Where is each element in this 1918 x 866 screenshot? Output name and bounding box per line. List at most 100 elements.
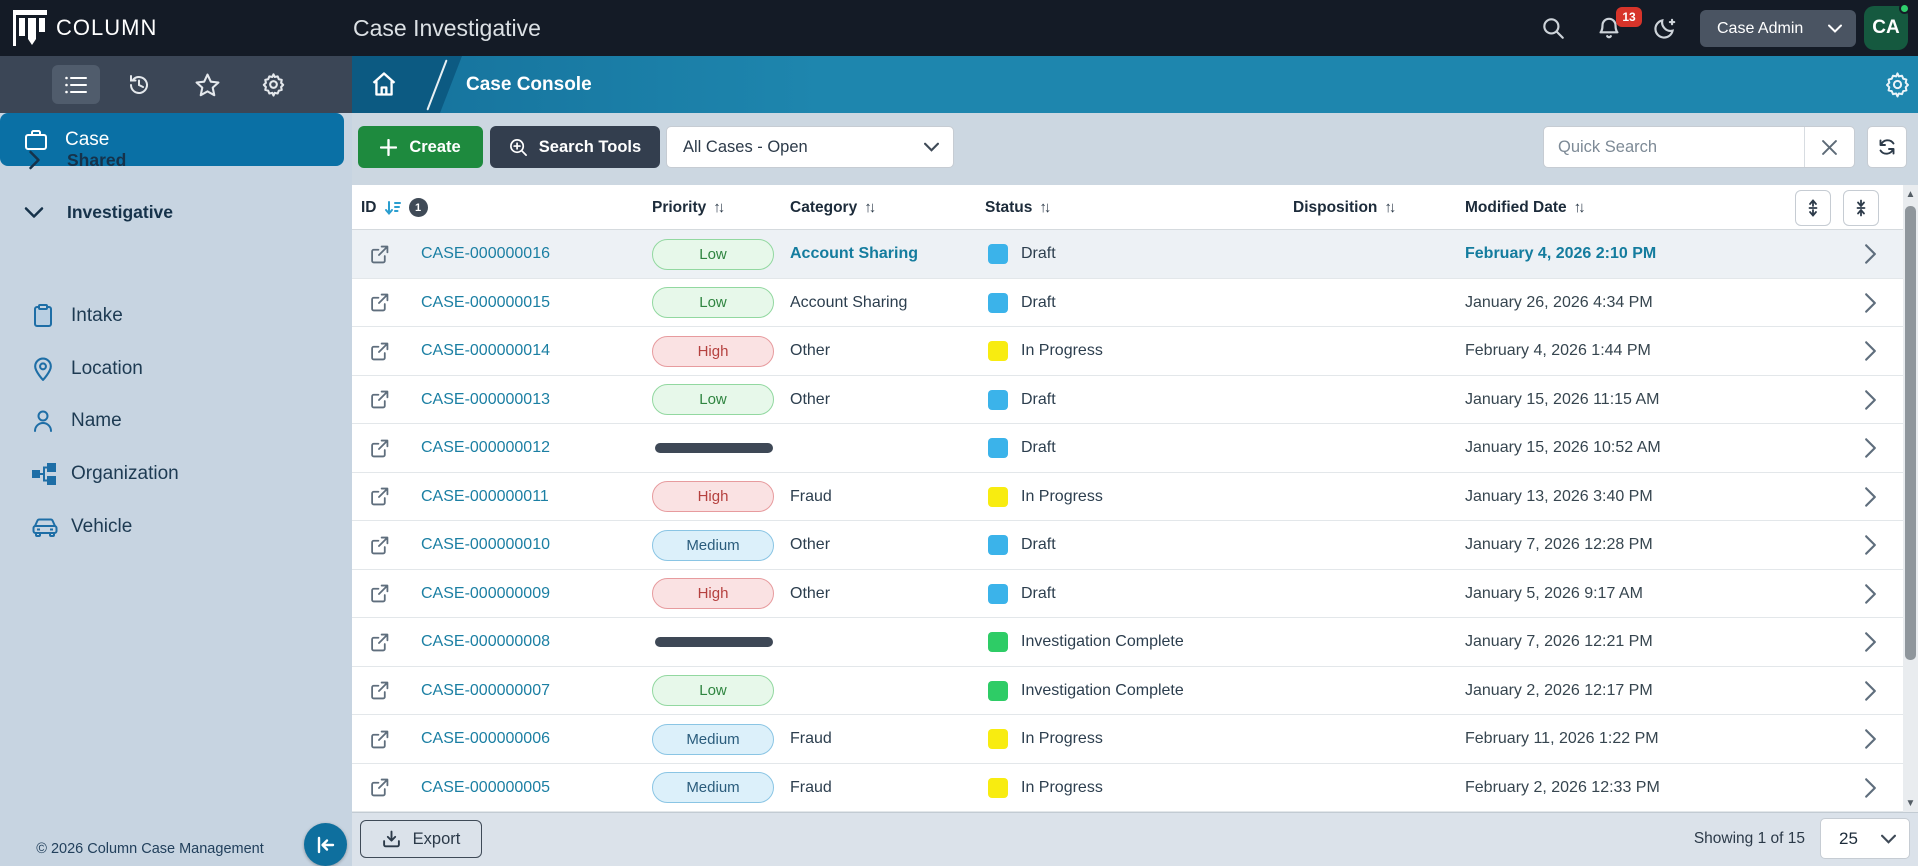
row-chevron-right[interactable] <box>1864 715 1877 764</box>
favorites-star-icon[interactable] <box>187 56 227 113</box>
case-id-link[interactable]: CASE-000000006 <box>421 730 550 748</box>
case-id-link[interactable]: CASE-000000009 <box>421 584 550 602</box>
view-filter-select[interactable]: All Cases - Open <box>666 126 954 168</box>
case-id-link[interactable]: CASE-000000007 <box>421 681 550 699</box>
row-chevron-right[interactable] <box>1864 327 1877 376</box>
case-id-link[interactable]: CASE-000000014 <box>421 342 550 360</box>
open-record-button[interactable] <box>370 279 389 328</box>
table-row[interactable]: CASE-000000011 High Fraud In Progress Ja… <box>352 472 1903 522</box>
row-chevron-right[interactable] <box>1864 424 1877 473</box>
case-id-link[interactable]: CASE-000000012 <box>421 439 550 457</box>
column-header-status[interactable]: Status ↑↓ <box>985 185 1051 230</box>
history-icon[interactable] <box>119 56 159 113</box>
scroll-up-button[interactable]: ▲ <box>1905 188 1916 200</box>
create-button[interactable]: Create <box>358 126 483 168</box>
open-record-button[interactable] <box>370 521 389 570</box>
brand-name: COLUMN <box>56 15 158 40</box>
scroll-down-button[interactable]: ▼ <box>1905 797 1916 809</box>
avatar[interactable]: CA <box>1864 6 1908 50</box>
status-cell: Draft <box>988 230 1056 279</box>
open-record-button[interactable] <box>370 715 389 764</box>
table-row[interactable]: CASE-000000009 High Other Draft January … <box>352 569 1903 619</box>
table-body: CASE-000000016 Low Account Sharing Draft… <box>352 230 1903 812</box>
close-icon <box>1822 139 1837 155</box>
open-record-button[interactable] <box>370 327 389 376</box>
sidebar-item-location[interactable]: Location <box>0 347 352 391</box>
table-row[interactable]: CASE-000000013 Low Other Draft January 1… <box>352 375 1903 425</box>
row-chevron-right[interactable] <box>1864 667 1877 716</box>
open-record-button[interactable] <box>370 376 389 425</box>
collapse-sidebar-button[interactable] <box>304 823 347 866</box>
priority-cell: Low <box>652 279 780 328</box>
table-row[interactable]: CASE-000000010 Medium Other Draft Januar… <box>352 521 1903 570</box>
chevron-right-icon <box>1865 244 1876 264</box>
table-row[interactable]: CASE-000000015 Low Account Sharing Draft… <box>352 278 1903 328</box>
open-record-button[interactable] <box>370 424 389 473</box>
open-record-button[interactable] <box>370 230 389 279</box>
priority-cell: Low <box>652 230 780 279</box>
case-id-link[interactable]: CASE-000000008 <box>421 633 550 651</box>
case-id-link[interactable]: CASE-000000010 <box>421 536 550 554</box>
case-id-link[interactable]: CASE-000000005 <box>421 778 550 796</box>
export-button[interactable]: Export <box>360 820 482 858</box>
table-row[interactable]: CASE-000000005 Medium Fraud In Progress … <box>352 763 1903 813</box>
clear-search-button[interactable] <box>1804 127 1854 167</box>
sidebar-item-case[interactable]: Case <box>0 113 344 166</box>
list-view-icon[interactable] <box>56 56 96 113</box>
row-chevron-right[interactable] <box>1864 521 1877 570</box>
refresh-button[interactable] <box>1867 126 1907 168</box>
table-row[interactable]: CASE-000000007 Low Investigation Complet… <box>352 666 1903 716</box>
table-row[interactable]: CASE-000000008 Investigation Complete Ja… <box>352 618 1903 667</box>
column-header-category[interactable]: Category ↑↓ <box>790 185 876 230</box>
column-label: Category <box>790 198 858 216</box>
sidebar-group-investigative[interactable]: Investigative <box>0 194 352 230</box>
case-id-link[interactable]: CASE-000000013 <box>421 390 550 408</box>
row-chevron-right[interactable] <box>1864 376 1877 425</box>
row-chevron-right[interactable] <box>1864 618 1877 667</box>
sidebar-item-name[interactable]: Name <box>0 399 352 443</box>
row-chevron-right[interactable] <box>1864 570 1877 619</box>
table-row[interactable]: CASE-000000016 Low Account Sharing Draft… <box>352 230 1903 279</box>
case-id-link[interactable]: CASE-000000015 <box>421 293 550 311</box>
sidebar-group-shared[interactable]: Shared <box>0 142 352 178</box>
scrollbar-thumb[interactable] <box>1905 206 1916 660</box>
search-tools-button[interactable]: Search Tools <box>490 126 660 168</box>
status-color-square <box>988 729 1008 750</box>
sidebar-item-vehicle[interactable]: Vehicle <box>0 505 352 549</box>
search-icon[interactable] <box>1540 15 1566 46</box>
user-menu-label: Case Admin <box>1717 19 1804 37</box>
page-size-select[interactable]: 25 <box>1820 818 1910 859</box>
notifications-bell-icon[interactable] <box>1596 15 1622 46</box>
expand-rows-button[interactable] <box>1795 190 1831 226</box>
table-row[interactable]: CASE-000000014 High Other In Progress Fe… <box>352 327 1903 376</box>
dark-mode-moon-icon[interactable] <box>1652 15 1678 46</box>
case-id-link[interactable]: CASE-000000016 <box>421 245 550 263</box>
open-record-button[interactable] <box>370 473 389 522</box>
console-settings-gear-icon[interactable] <box>1884 71 1911 103</box>
column-header-modified-date[interactable]: Modified Date ↑↓ <box>1465 185 1586 230</box>
home-icon[interactable] <box>370 70 398 103</box>
quick-search-input[interactable] <box>1544 127 1804 167</box>
row-chevron-right[interactable] <box>1864 764 1877 813</box>
column-header-disposition[interactable]: Disposition ↑↓ <box>1293 185 1396 230</box>
brand-logo[interactable]: COLUMN <box>12 9 157 47</box>
case-id-link[interactable]: CASE-000000011 <box>421 487 549 505</box>
row-chevron-right[interactable] <box>1864 230 1877 279</box>
open-record-button[interactable] <box>370 667 389 716</box>
sidebar-item-label: Intake <box>71 305 123 326</box>
sidebar-item-intake[interactable]: Intake <box>0 294 352 338</box>
sidebar-item-organization[interactable]: Organization <box>0 452 352 496</box>
open-record-button[interactable] <box>370 618 389 667</box>
column-header-priority[interactable]: Priority ↑↓ <box>652 185 725 230</box>
table-row[interactable]: CASE-000000006 Medium Fraud In Progress … <box>352 715 1903 764</box>
open-record-button[interactable] <box>370 764 389 813</box>
row-chevron-right[interactable] <box>1864 473 1877 522</box>
nav-settings-gear-icon[interactable] <box>253 56 293 113</box>
collapse-rows-button[interactable] <box>1843 190 1879 226</box>
column-header-id[interactable]: ID 1 <box>361 185 428 230</box>
user-menu-button[interactable]: Case Admin <box>1700 10 1856 47</box>
page-title: Case Investigative <box>353 14 541 41</box>
row-chevron-right[interactable] <box>1864 279 1877 328</box>
open-record-button[interactable] <box>370 570 389 619</box>
table-row[interactable]: CASE-000000012 Draft January 15, 2026 10… <box>352 424 1903 473</box>
